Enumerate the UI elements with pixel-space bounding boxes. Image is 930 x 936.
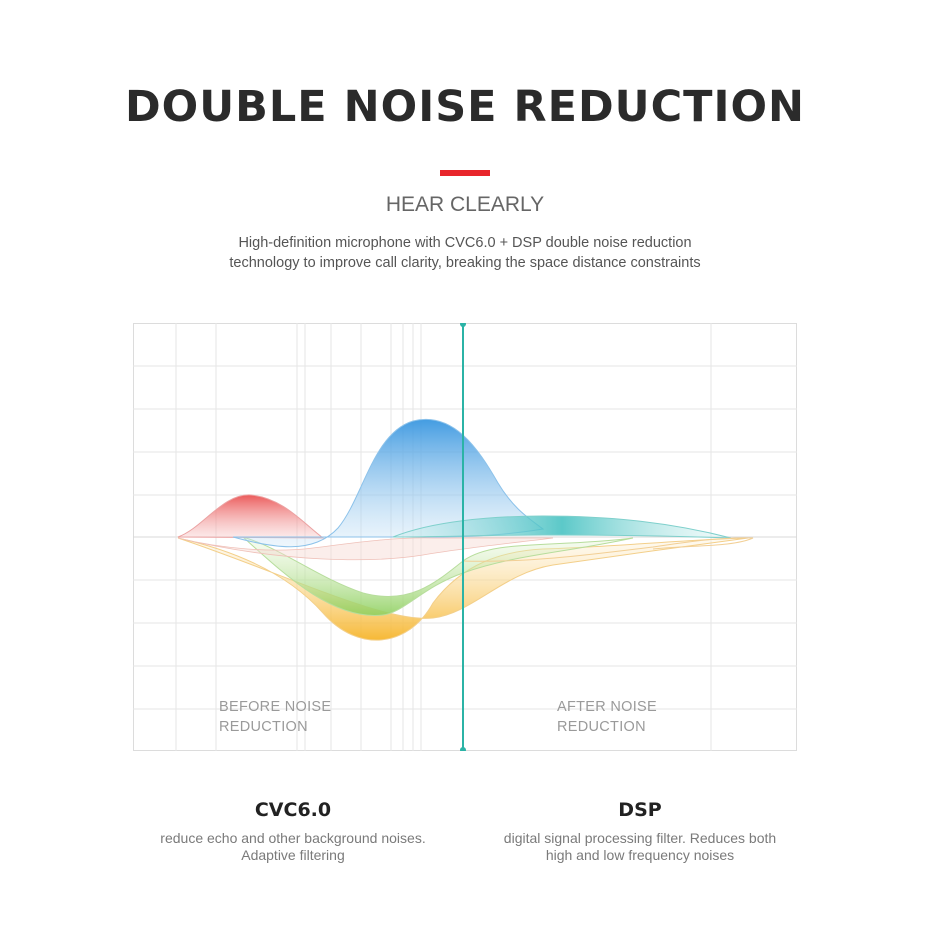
accent-divider	[440, 170, 490, 176]
divider-line	[460, 323, 466, 751]
feature-dsp-title: DSP	[618, 799, 662, 821]
feature-cvc-title: CVC6.0	[254, 799, 332, 821]
noise-waveform-graphic	[133, 323, 797, 751]
waveform-red-lower	[177, 537, 554, 561]
after-noise-reduction-label: AFTER NOISE REDUCTION	[557, 699, 657, 735]
waveform-green	[242, 536, 634, 616]
waveform-trail-gold	[462, 537, 754, 562]
feature-dsp-description: digital signal processing filter. Reduce…	[503, 830, 777, 863]
page-subtitle: HEAR CLEARLY	[385, 193, 545, 216]
feature-cvc-description: reduce echo and other background noises.…	[160, 830, 426, 863]
page-description: High-definition microphone with CVC6.0 +…	[229, 235, 701, 271]
page-title: DOUBLE NOISE REDUCTION	[124, 82, 806, 132]
before-noise-reduction-label: BEFORE NOISE REDUCTION	[219, 699, 332, 735]
waveform-red	[177, 494, 325, 539]
